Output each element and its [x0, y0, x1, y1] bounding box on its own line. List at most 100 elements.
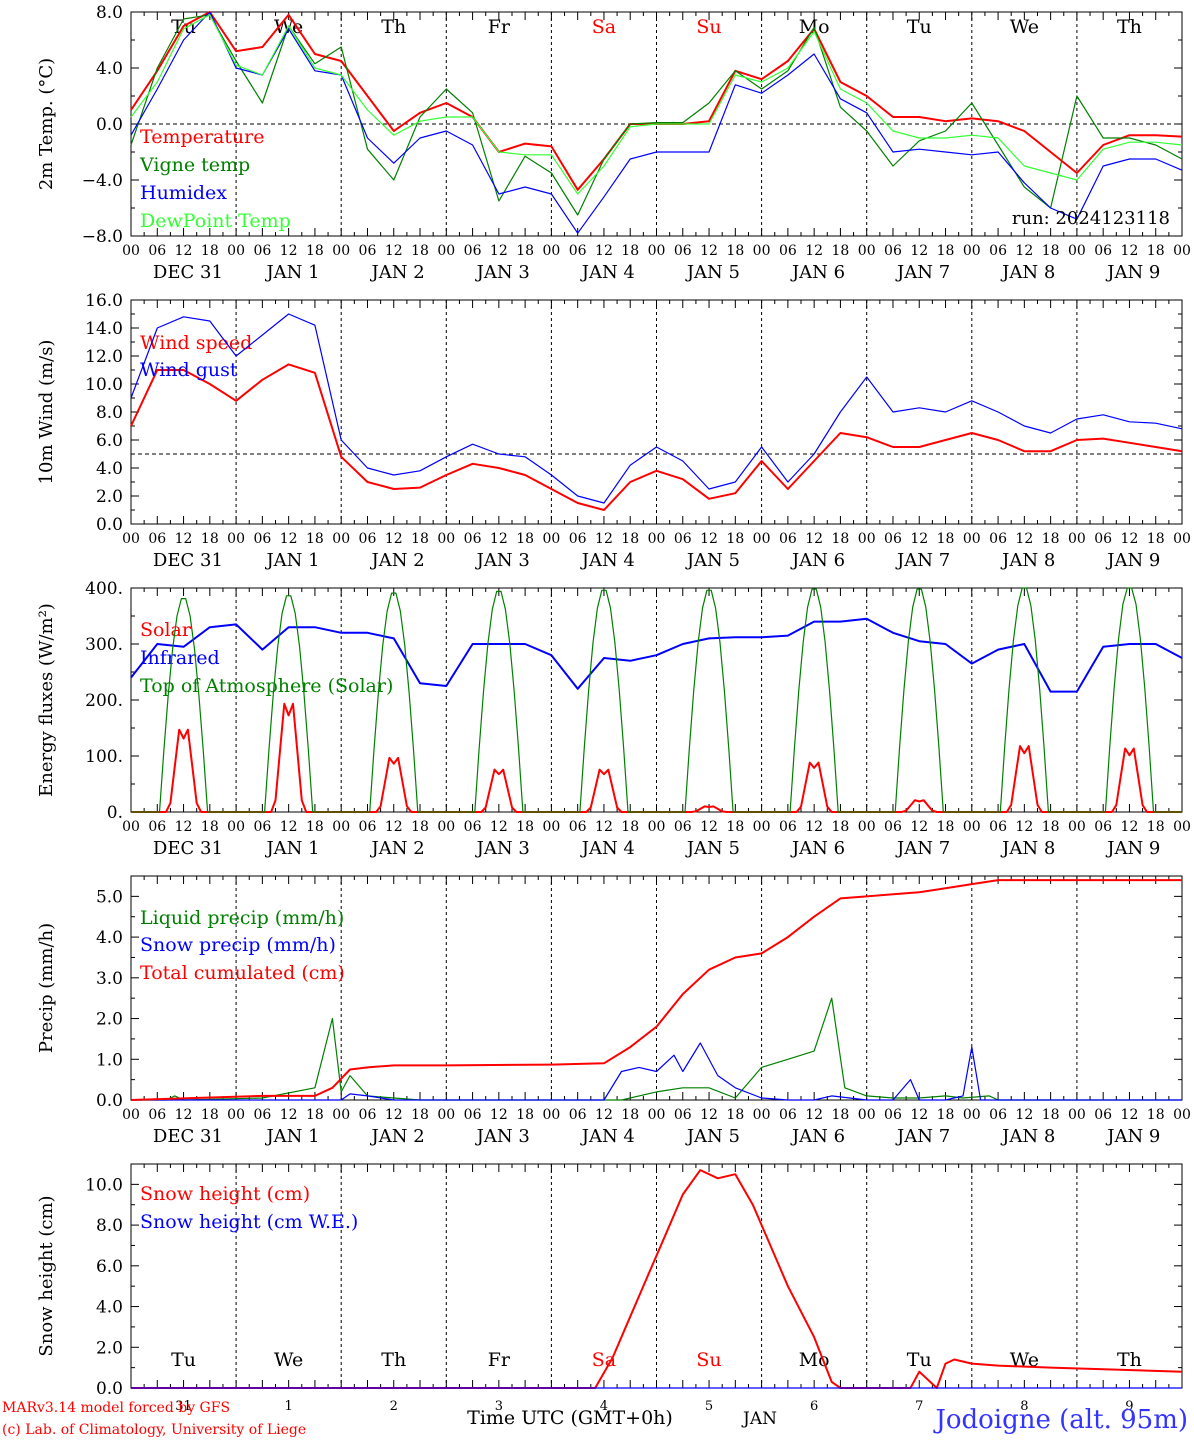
y-tick-label: 8.0	[96, 403, 123, 423]
credit-line-1: MARv3.14 model forced by GFS	[2, 1400, 230, 1416]
x-hour-tick-label: 06	[884, 243, 902, 259]
weekday-label: Sa	[592, 1349, 616, 1371]
x-date-label: DEC 31	[153, 1126, 223, 1147]
y-tick-label: 12.0	[85, 347, 123, 367]
x-hour-tick-label: 00	[858, 1107, 876, 1123]
y-tick-label: 16.0	[85, 291, 123, 311]
x-hour-tick-label: 06	[253, 243, 271, 259]
x-date-label: JAN 1	[264, 1126, 319, 1147]
x-hour-tick-label: 00	[122, 243, 140, 259]
x-date-label: JAN 1	[264, 838, 319, 859]
x-hour-tick-label: 00	[753, 1107, 771, 1123]
y-tick-label: 4.0	[96, 59, 123, 79]
x-hour-tick-label: 12	[1015, 819, 1033, 835]
x-hour-tick-label: 00	[227, 1107, 245, 1123]
legend-entry: Vigne temp	[139, 154, 250, 176]
x-hour-tick-label: 18	[1042, 531, 1060, 547]
plot-frame	[130, 299, 1183, 525]
x-date-label: JAN 7	[895, 1126, 950, 1147]
x-date-label: JAN 7	[895, 262, 950, 283]
x-hour-tick-label: 00	[437, 531, 455, 547]
x-hour-tick-label: 12	[385, 819, 403, 835]
x-hour-tick-label: 18	[201, 819, 219, 835]
series-line-liquid-precip-mm-h	[131, 997, 1182, 1101]
x-hour-tick-label: 00	[122, 1107, 140, 1123]
x-hour-tick-label: 06	[464, 243, 482, 259]
x-hour-tick-label: 12	[280, 1107, 298, 1123]
weekday-label: We	[274, 1349, 303, 1371]
x-hour-tick-label: 18	[937, 1107, 955, 1123]
x-date-label: JAN 3	[475, 1126, 530, 1147]
x-hour-tick-label: 18	[516, 1107, 534, 1123]
x-hour-tick-label: 00	[227, 243, 245, 259]
x-date-label: DEC 31	[153, 262, 223, 283]
x-hour-tick-label: 12	[385, 243, 403, 259]
weekday-label: Tu	[171, 1349, 196, 1371]
x-date-label: JAN 2	[370, 1126, 425, 1147]
x-hour-tick-label: 06	[148, 531, 166, 547]
plot-frame	[130, 587, 1183, 813]
x-date-label: JAN 4	[580, 550, 635, 571]
x-hour-tick-label: 12	[1015, 531, 1033, 547]
x-hour-tick-label: 12	[595, 243, 613, 259]
y-tick-label: 300.	[85, 635, 123, 655]
series-line-top-of-atmosphere-solar	[131, 587, 1182, 813]
x-hour-tick-label: 06	[1094, 1107, 1112, 1123]
legend-entry: Top of Atmosphere (Solar)	[140, 675, 393, 697]
x-day-number: 4	[600, 1399, 608, 1414]
y-tick-label: 2.0	[96, 487, 123, 507]
x-hour-tick-label: 06	[989, 819, 1007, 835]
x-hour-tick-label: 18	[516, 819, 534, 835]
x-hour-tick-label: 06	[569, 531, 587, 547]
x-hour-tick-label: 06	[359, 531, 377, 547]
x-hour-tick-label: 12	[385, 1107, 403, 1123]
y-tick-label: 1.0	[96, 1050, 123, 1070]
x-hour-tick-label: 06	[674, 531, 692, 547]
x-hour-tick-label: 06	[779, 531, 797, 547]
y-tick-label: 8.0	[96, 3, 123, 23]
x-hour-tick-label: 00	[437, 1107, 455, 1123]
weekday-label: We	[1010, 16, 1039, 38]
x-day-number: 8	[1020, 1399, 1028, 1414]
legend-entry: Total cumulated (cm)	[140, 962, 345, 984]
x-hour-tick-label: 00	[332, 243, 350, 259]
x-hour-tick-label: 00	[1173, 243, 1191, 259]
x-hour-tick-label: 12	[700, 1107, 718, 1123]
y-axis-label: Precip (mm/h)	[36, 923, 57, 1053]
x-hour-tick-label: 06	[148, 819, 166, 835]
x-hour-tick-label: 12	[490, 1107, 508, 1123]
x-hour-tick-label: 00	[1173, 531, 1191, 547]
x-hour-tick-label: 18	[726, 531, 744, 547]
x-day-number: 1	[285, 1399, 293, 1414]
y-tick-label: 3.0	[96, 969, 123, 989]
series-line-snow-precip-mm-h	[131, 1042, 1182, 1101]
x-hour-tick-label: 18	[1147, 819, 1165, 835]
x-hour-tick-label: 00	[332, 531, 350, 547]
x-day-number: 3	[495, 1399, 503, 1414]
x-hour-tick-label: 18	[1147, 531, 1165, 547]
x-hour-tick-label: 00	[963, 1107, 981, 1123]
y-tick-label: 10.0	[85, 1175, 123, 1195]
x-hour-tick-label: 00	[1173, 1107, 1191, 1123]
x-date-label: JAN 5	[685, 550, 740, 571]
x-hour-tick-label: 18	[411, 819, 429, 835]
y-tick-label: −8.0	[82, 227, 123, 247]
x-date-label: JAN 5	[685, 838, 740, 859]
x-hour-tick-label: 06	[779, 1107, 797, 1123]
legend-entry: Temperature	[140, 126, 264, 148]
weekday-label: Tu	[907, 16, 932, 38]
x-hour-tick-label: 18	[832, 819, 850, 835]
x-hour-tick-label: 00	[858, 243, 876, 259]
x-hour-tick-label: 18	[726, 243, 744, 259]
x-hour-tick-label: 18	[1042, 819, 1060, 835]
x-hour-tick-label: 12	[595, 1107, 613, 1123]
x-hour-tick-label: 06	[1094, 531, 1112, 547]
x-hour-tick-label: 18	[201, 1107, 219, 1123]
x-hour-tick-label: 18	[1042, 1107, 1060, 1123]
series-line-vigne-temp	[130, 14, 1183, 216]
x-hour-tick-label: 12	[175, 1107, 193, 1123]
x-hour-tick-label: 00	[1068, 243, 1086, 259]
x-hour-tick-label: 00	[858, 531, 876, 547]
